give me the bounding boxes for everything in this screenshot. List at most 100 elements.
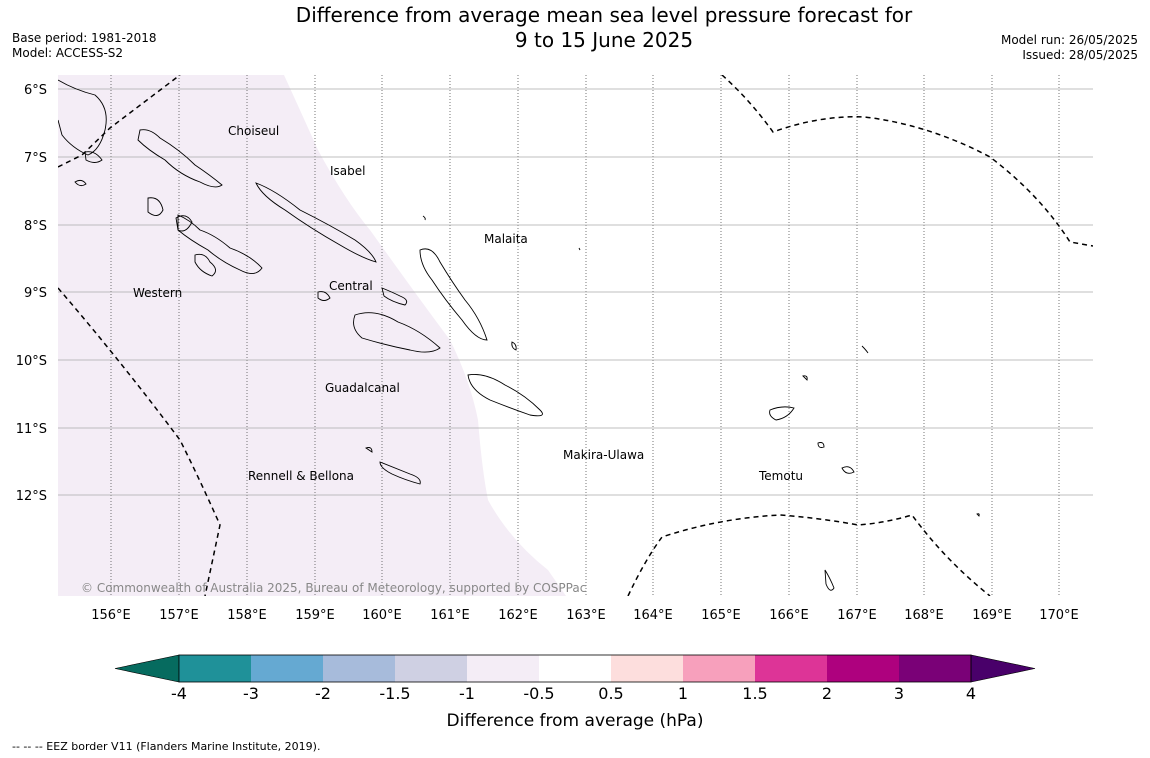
- colorbar-tick: 3: [894, 684, 904, 703]
- colorbar-tick: -4: [171, 684, 187, 703]
- lon-label: 159°E: [295, 608, 335, 623]
- island-bougainville: [58, 79, 107, 156]
- island-kolombangara: [175, 215, 193, 232]
- lon-label: 162°E: [498, 608, 538, 623]
- region-label-guadalcanal: Guadalcanal: [325, 381, 400, 395]
- longitude-labels: 156°E 157°E 158°E 159°E 160°E 161°E 162°…: [91, 608, 1079, 623]
- island-nggela: [381, 287, 408, 306]
- colorbar-segment: [899, 655, 971, 682]
- colorbar-min-arrow: [114, 654, 180, 683]
- lon-label: 169°E: [972, 608, 1012, 623]
- base-period: Base period: 1981-2018: [12, 31, 157, 45]
- run-info-left: Base period: 1981-2018 Model: ACCESS-S2: [12, 31, 157, 61]
- coastlines: [58, 79, 980, 591]
- lat-label: 11°S: [16, 422, 47, 437]
- island-ontong: [422, 215, 426, 221]
- island-new-georgia: [177, 214, 263, 274]
- region-label-isabel: Isabel: [330, 164, 365, 178]
- lat-label: 8°S: [24, 219, 47, 234]
- lat-label: 10°S: [16, 354, 47, 369]
- island-reef-islands: [802, 375, 808, 381]
- island-bellona: [364, 447, 373, 453]
- colorbar-segment: [323, 655, 395, 682]
- island-anuta: [824, 569, 835, 591]
- anomaly-region-lavender: [58, 75, 566, 596]
- issued-date: Issued: 28/05/2025: [1022, 48, 1138, 62]
- lon-label: 157°E: [159, 608, 199, 623]
- lon-label: 170°E: [1039, 608, 1079, 623]
- island-guadalcanal: [353, 312, 441, 353]
- run-info-right: Model run: 26/05/2025 Issued: 28/05/2025: [1001, 33, 1138, 63]
- colorbar-segment: [683, 655, 755, 682]
- colorbar-segment: [395, 655, 467, 682]
- island-sikaiana: [578, 247, 581, 251]
- island-duff: [861, 345, 869, 354]
- colorbar-tick: -2: [315, 684, 331, 703]
- lon-label: 167°E: [837, 608, 877, 623]
- lon-label: 160°E: [362, 608, 402, 623]
- lat-label: 9°S: [24, 286, 47, 301]
- colorbar-segment: [755, 655, 827, 682]
- lat-label: 6°S: [24, 83, 47, 98]
- island-treasury: [74, 179, 87, 187]
- lon-label: 165°E: [701, 608, 741, 623]
- copyright-notice: © Commonwealth of Australia 2025, Bureau…: [81, 581, 586, 595]
- eez-footnote: -- -- -- EEZ border V11 (Flanders Marine…: [12, 740, 321, 753]
- region-label-malaita: Malaita: [484, 232, 528, 246]
- colorbar-tick: -3: [243, 684, 259, 703]
- colorbar-max-arrow: [970, 654, 1036, 683]
- region-label-western: Western: [133, 286, 182, 300]
- region-label-central: Central: [329, 279, 373, 293]
- colorbar-segment: [467, 655, 539, 682]
- lon-label: 161°E: [430, 608, 470, 623]
- island-santa-cruz: [769, 406, 795, 421]
- lon-label: 158°E: [227, 608, 267, 623]
- colorbar-tick: 2: [822, 684, 832, 703]
- colorbar-tick: -0.5: [523, 684, 554, 703]
- latitude-labels: 6°S 7°S 8°S 9°S 10°S 11°S 12°S: [16, 83, 47, 504]
- map-panel: Choiseul Isabel Malaita Western Central …: [58, 75, 1093, 596]
- island-rennell: [379, 461, 421, 485]
- model-run: Model run: 26/05/2025: [1000, 33, 1138, 47]
- colorbar-tick: -1.5: [379, 684, 410, 703]
- colorbar-segment: [827, 655, 899, 682]
- island-santa-isabel: [255, 182, 377, 263]
- region-label-choiseul: Choiseul: [228, 124, 279, 138]
- lon-label: 163°E: [566, 608, 606, 623]
- island-malaita: [419, 248, 488, 341]
- colorbar-tick: 4: [966, 684, 976, 703]
- model-name: Model: ACCESS-S2: [12, 46, 124, 60]
- title-line-2: 9 to 15 June 2025: [514, 28, 694, 52]
- island-vanikoro: [841, 466, 855, 474]
- colorbar-segment: [611, 655, 683, 682]
- island-vella-lavella: [147, 197, 164, 216]
- island-shortlands: [84, 151, 103, 163]
- colorbar-segment: [539, 655, 611, 682]
- island-makira: [467, 374, 543, 417]
- colorbar-tick: 1.5: [742, 684, 767, 703]
- lon-label: 168°E: [904, 608, 944, 623]
- region-label-rennell: Rennell & Bellona: [248, 469, 354, 483]
- colorbar-tick: -1: [459, 684, 475, 703]
- title-line-1: Difference from average mean sea level p…: [295, 3, 913, 27]
- colorbar-tick: 0.5: [598, 684, 623, 703]
- island-rendova: [194, 253, 216, 277]
- eez-border: [58, 75, 1093, 596]
- lat-label: 12°S: [16, 489, 47, 504]
- latitude-gridlines: [58, 88, 1093, 496]
- colorbar-frame: [178, 654, 972, 683]
- lon-label: 156°E: [91, 608, 131, 623]
- region-labels: Choiseul Isabel Malaita Western Central …: [133, 124, 803, 483]
- colorbar-segment: [179, 655, 251, 682]
- island-tikopia: [976, 513, 980, 517]
- island-utupua: [817, 442, 825, 448]
- lon-label: 166°E: [769, 608, 809, 623]
- lon-label: 164°E: [633, 608, 673, 623]
- colorbar: -4 -3 -2 -1.5 -1 -0.5 0.5 1 1.5 2 3 4 Di…: [114, 654, 1036, 731]
- lat-label: 7°S: [24, 151, 47, 166]
- island-russell: [317, 291, 331, 301]
- colorbar-label: Difference from average (hPa): [447, 711, 704, 731]
- region-label-makira: Makira-Ulawa: [563, 448, 644, 462]
- island-choiseul: [137, 129, 223, 188]
